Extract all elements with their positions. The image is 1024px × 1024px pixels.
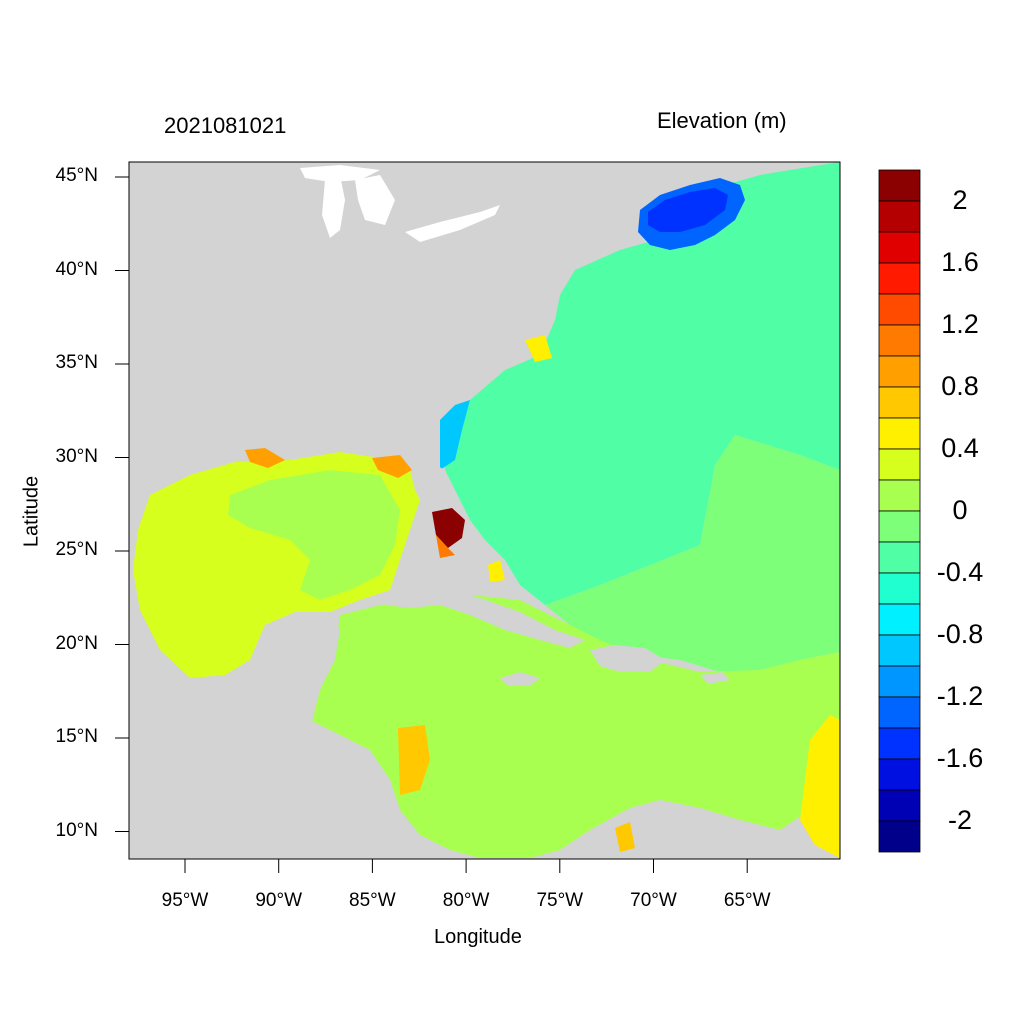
colorbar-swatch <box>878 262 921 295</box>
lat-tick-label: 20°N <box>55 632 98 654</box>
gulf-central-zero-region <box>228 470 400 600</box>
lat-tick-label: 40°N <box>55 258 98 280</box>
lake-huron <box>355 175 395 225</box>
cuba-island <box>385 588 585 648</box>
plot-area <box>129 162 840 859</box>
louisiana-surge-high <box>245 448 285 468</box>
lon-tick-label: 75°W <box>536 890 584 911</box>
lon-tick-label: 65°W <box>723 890 771 911</box>
lat-tick-label: 10°N <box>55 819 98 841</box>
colorbar-swatch <box>878 727 921 760</box>
south-america-land <box>530 800 810 858</box>
colorbar-swatch <box>878 603 921 636</box>
colorbar-swatch <box>878 417 921 450</box>
colorbar <box>878 169 921 853</box>
colorbar-swatch <box>878 696 921 729</box>
gulf-of-maine-core <box>648 188 728 232</box>
florida-surge-hotspot <box>432 508 465 548</box>
gulf-of-venezuela-high <box>615 822 635 852</box>
variable-title: Elevation (m) <box>657 108 787 133</box>
colorbar-label: -2 <box>947 805 972 835</box>
colorbar-swatch <box>878 169 921 202</box>
colorbar-label: -0.4 <box>936 557 984 587</box>
plot-frame <box>128 161 841 860</box>
colorbar-swatch <box>878 324 921 357</box>
lake-erie-ontario <box>405 205 500 242</box>
lat-tick-label: 30°N <box>55 445 98 467</box>
nicaragua-coast-high <box>398 725 430 795</box>
lon-tick-label: 95°W <box>161 890 209 911</box>
colorbar-label: 0.8 <box>941 371 979 401</box>
atlantic-anomaly-region <box>445 162 840 605</box>
colorbar-swatch <box>878 355 921 388</box>
colorbar-swatch <box>878 510 921 543</box>
y-axis-title: Latitude <box>20 475 43 548</box>
venezuela-coast-high <box>800 715 840 858</box>
colorbar-swatch <box>878 820 921 853</box>
hispaniola-island <box>590 645 665 672</box>
colorbar-label: -0.8 <box>936 619 984 649</box>
colorbar-label: 0.4 <box>941 433 979 463</box>
lon-tick-label: 80°W <box>442 890 490 911</box>
x-axis-title: Longitude <box>434 926 522 948</box>
lat-tick-marks <box>115 176 129 832</box>
colorbar-swatch <box>878 572 921 605</box>
lon-tick-label: 85°W <box>349 890 396 911</box>
colorbar-label: 0 <box>952 495 968 525</box>
colorbar-label: -1.6 <box>936 743 984 773</box>
east-atlantic-zero-region <box>545 435 840 672</box>
colorbar-label: 1.2 <box>941 309 979 339</box>
colorbar-swatch <box>878 200 921 233</box>
colorbar-swatch <box>878 231 921 264</box>
colorbar-swatch <box>878 789 921 822</box>
colorbar-swatch <box>878 665 921 698</box>
chesapeake-high <box>525 335 552 362</box>
central-america-land <box>129 612 480 858</box>
colorbar-swatch <box>878 479 921 512</box>
colorbar-label: -1.2 <box>936 681 984 711</box>
colorbar-swatch <box>878 634 921 667</box>
lat-tick-label: 35°N <box>55 352 98 373</box>
bahamas-high <box>488 560 505 582</box>
lon-tick-marks <box>184 859 748 873</box>
lat-tick-label: 25°N <box>55 539 98 560</box>
colorbar-swatch <box>878 293 921 326</box>
lon-tick-label: 70°W <box>630 890 677 911</box>
puerto-rico-island <box>700 672 730 684</box>
colorbar-swatch <box>878 758 921 791</box>
florida-panhandle-high <box>372 455 412 478</box>
lake-superior <box>300 165 380 182</box>
lat-tick-label: 15°N <box>55 726 98 747</box>
lat-tick-label: 45°N <box>55 165 98 186</box>
colorbar-swatch <box>878 541 921 574</box>
georgia-coast-low-region <box>440 400 470 470</box>
colorbar-swatch <box>878 386 921 419</box>
colorbar-label: 2 <box>952 185 968 215</box>
colorbar-swatch <box>878 448 921 481</box>
caribbean-region <box>310 595 840 858</box>
lake-michigan <box>322 175 345 238</box>
florida-surge-edge <box>436 535 455 558</box>
lon-tick-label: 90°W <box>255 890 303 911</box>
jamaica-island <box>500 672 540 686</box>
colorbar-label: 1.6 <box>941 247 979 277</box>
timestamp-title: 2021081021 <box>164 113 287 138</box>
